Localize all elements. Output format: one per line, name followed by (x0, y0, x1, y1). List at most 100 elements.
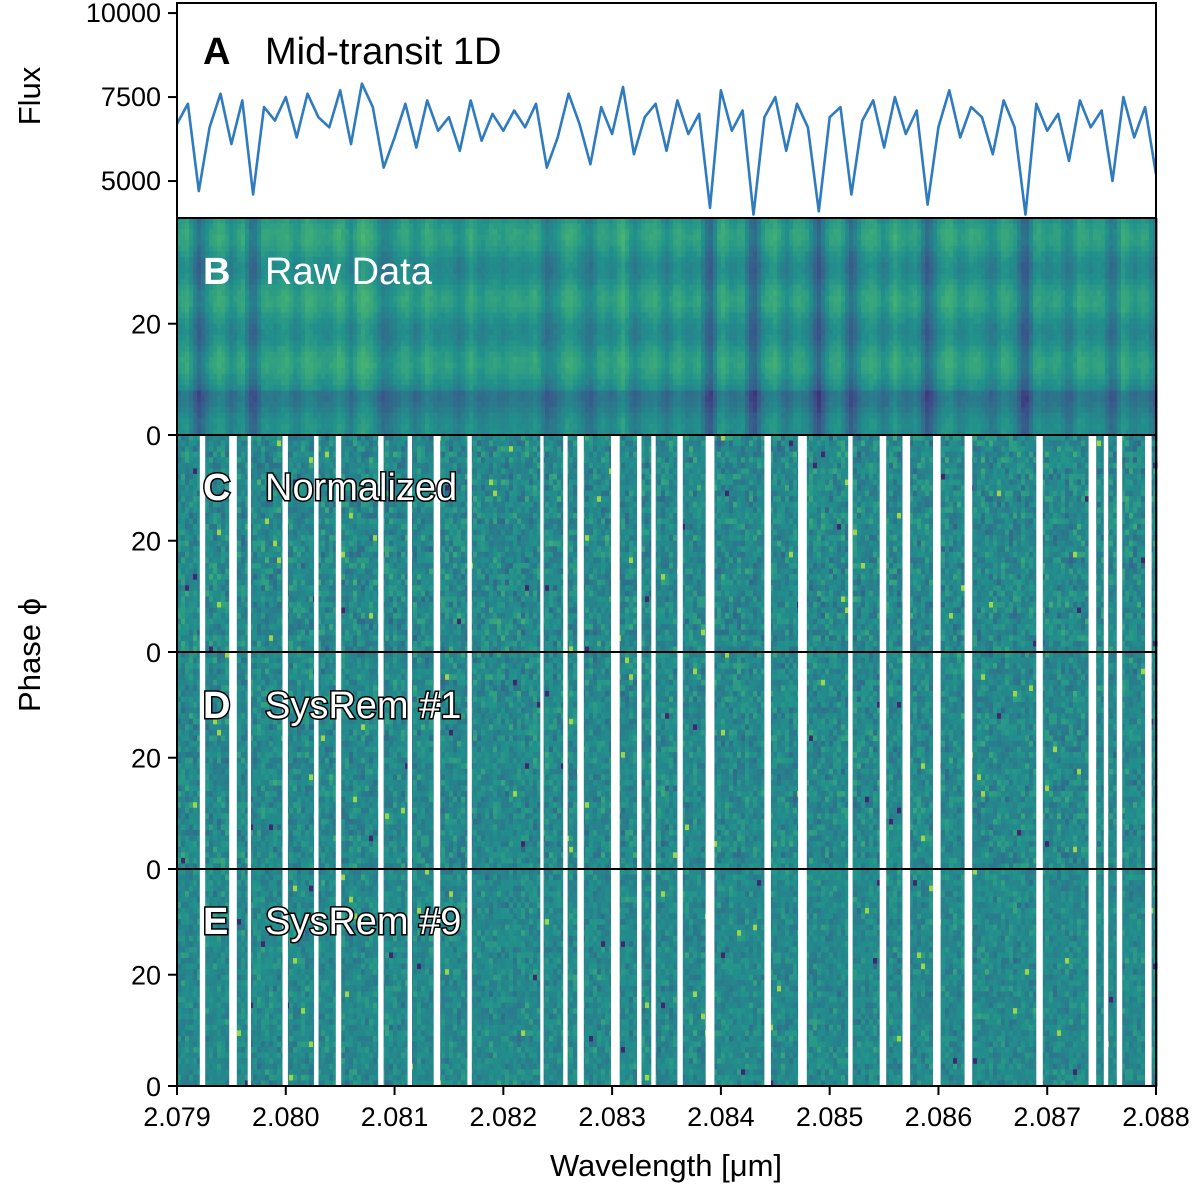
masked-wavelength-band (229, 652, 237, 869)
masked-wavelength-band (282, 869, 288, 1086)
masked-wavelength-band (705, 869, 715, 1086)
masked-wavelength-band (1145, 869, 1152, 1086)
masked-wavelength-band (637, 435, 642, 652)
masked-wavelength-band (407, 869, 412, 1086)
wavelength-tick-label: 2.088 (1122, 1102, 1190, 1132)
masked-wavelength-band (229, 435, 237, 652)
masked-wavelength-band (407, 652, 412, 869)
masked-wavelength-band (764, 435, 771, 652)
phase-axis-panel-d: 0 20 (131, 744, 177, 885)
phase-axis-title: Phase ϕ (12, 598, 47, 712)
masked-wavelength-band (637, 869, 642, 1086)
heatmap-panels: 0 20 0 20 0 20 0 20 (131, 218, 1158, 1102)
flux-tick-label: 10000 (86, 0, 161, 28)
masked-wavelength-band (314, 869, 319, 1086)
masked-wavelength-band (677, 652, 683, 869)
panel-a-background (177, 3, 1156, 218)
wavelength-tick-label: 2.081 (361, 1102, 429, 1132)
panel-a-label: A (203, 31, 230, 73)
masked-wavelength-band (229, 869, 237, 1086)
masked-wavelength-band (611, 652, 620, 869)
masked-wavelength-band (577, 652, 584, 869)
heatmap-panel-c: 0 20 (131, 435, 1158, 668)
heatmap-panel-d: 0 20 (131, 652, 1158, 885)
panel-b-labels: B Raw Data (203, 251, 433, 293)
panel-d-labels: D SysRem #1 (202, 684, 463, 729)
masked-wavelength-band (677, 435, 683, 652)
masked-wavelength-band (1145, 652, 1152, 869)
masked-wavelength-band (651, 435, 656, 652)
phase-tick-label: 0 (146, 421, 161, 451)
masked-wavelength-band (335, 652, 342, 869)
masked-wavelength-band (563, 869, 568, 1086)
masked-wavelength-band (798, 869, 807, 1086)
wavelength-axis-title: Wavelength [μm] (550, 1148, 782, 1183)
masked-wavelength-band (467, 652, 472, 869)
panel-b-label: B (203, 251, 230, 293)
phase-axis-panel-b: 0 20 (131, 310, 177, 451)
panel-c-title: Normalized (265, 467, 457, 509)
masked-wavelength-band (407, 435, 412, 652)
phase-tick-label: 20 (131, 527, 161, 557)
panel-e-label: E (203, 901, 228, 943)
masked-wavelength-band (902, 652, 911, 869)
masked-wavelength-band (577, 435, 584, 652)
masked-wavelength-band (651, 652, 656, 869)
masked-wavelength-band (563, 652, 568, 869)
masked-wavelength-band (964, 435, 973, 652)
masked-wavelength-band (1103, 869, 1109, 1086)
masked-wavelength-band (611, 869, 620, 1086)
phase-tick-label: 20 (131, 961, 161, 991)
heatmap-panel-e: 0 20 (131, 869, 1158, 1102)
figure-frame (176, 2, 1157, 1087)
flux-spectrum-line (177, 82, 1156, 216)
masked-wavelength-band (540, 652, 544, 869)
masked-wavelength-band (705, 435, 715, 652)
masked-wavelength-band (282, 435, 288, 652)
masked-wavelength-band (282, 652, 288, 869)
masked-wavelength-band (848, 652, 853, 869)
masked-wavelength-band (677, 869, 683, 1086)
panel-e-title: SysRem #9 (265, 901, 461, 943)
phase-tick-label: 0 (146, 638, 161, 668)
wavelength-tick-label: 2.079 (143, 1102, 211, 1132)
masked-wavelength-band (314, 652, 319, 869)
masked-wavelength-band (879, 652, 887, 869)
masked-wavelength-band (1036, 869, 1043, 1086)
flux-axis-title: Flux (12, 66, 47, 125)
phase-axis-panel-e: 0 20 (131, 961, 177, 1102)
masked-wavelength-band (247, 435, 251, 652)
masked-wavelength-band (637, 652, 642, 869)
masked-wavelength-band (577, 869, 584, 1086)
wavelength-tick-label: 2.080 (252, 1102, 320, 1132)
masked-wavelength-band (933, 652, 941, 869)
masked-wavelength-band (764, 652, 771, 869)
masked-wavelength-band (879, 435, 887, 652)
masked-wavelength-band (848, 435, 853, 652)
masked-wavelength-band (902, 435, 911, 652)
masked-wavelength-band (540, 869, 544, 1086)
masked-wavelength-band (433, 435, 441, 652)
panel-a: 5000 7500 10000 A Mid-transit 1D Flux (12, 0, 1156, 218)
masked-wavelength-band (247, 869, 251, 1086)
masked-wavelength-band (964, 869, 973, 1086)
panel-c-label: C (203, 467, 230, 509)
masked-wavelength-band (1116, 652, 1123, 869)
masked-wavelength-band (933, 435, 941, 652)
masked-wavelength-band (378, 652, 384, 869)
masked-wavelength-band (964, 652, 973, 869)
masked-wavelength-band (1036, 435, 1043, 652)
masked-wavelength-band (611, 435, 620, 652)
heatmap-panel-b: 0 20 (131, 218, 1158, 451)
masked-wavelength-band (879, 869, 887, 1086)
masked-wavelength-band (467, 869, 472, 1086)
phase-tick-label: 20 (131, 744, 161, 774)
masked-wavelength-band (848, 869, 853, 1086)
panel-a-title: Mid-transit 1D (265, 31, 502, 73)
masked-wavelength-band (798, 435, 807, 652)
masked-wavelength-band (1088, 435, 1097, 652)
panel-a-y-axis: 5000 7500 10000 (86, 0, 177, 196)
masked-wavelength-band (1088, 869, 1097, 1086)
wavelength-tick-label: 2.087 (1013, 1102, 1081, 1132)
